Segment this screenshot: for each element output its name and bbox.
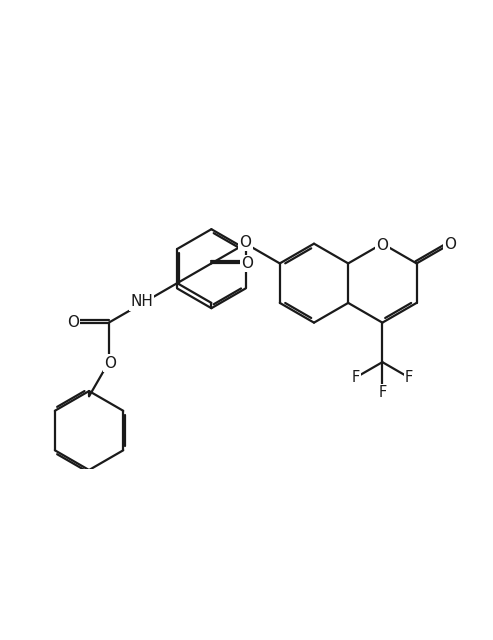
- Text: O: O: [241, 256, 253, 271]
- Text: O: O: [376, 237, 388, 253]
- Text: O: O: [240, 235, 251, 250]
- Text: O: O: [444, 237, 456, 252]
- Text: O: O: [104, 356, 116, 371]
- Text: O: O: [67, 315, 79, 330]
- Text: F: F: [352, 370, 360, 385]
- Text: NH: NH: [130, 294, 153, 309]
- Text: F: F: [405, 370, 413, 385]
- Text: F: F: [378, 385, 387, 401]
